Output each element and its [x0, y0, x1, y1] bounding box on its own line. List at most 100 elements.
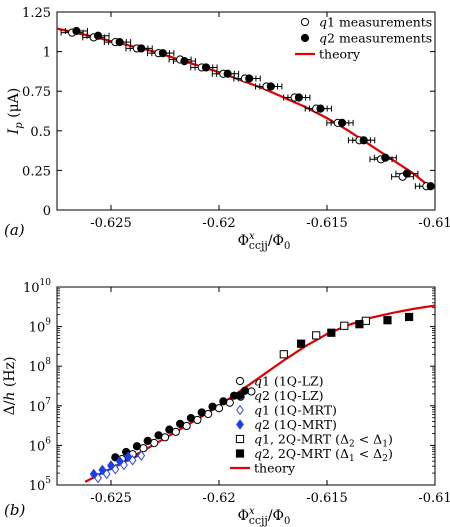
- legend-text: (1Q-MRT): [270, 403, 337, 418]
- y-axis-label: Ip (μA): [6, 88, 25, 136]
- data-point: [219, 397, 228, 406]
- y-axis-label-unit: (Hz): [2, 357, 18, 392]
- data-point: [89, 468, 98, 480]
- data-point: [186, 413, 196, 423]
- legend-entry: q2 measurements: [319, 31, 432, 46]
- data-point: [338, 118, 347, 127]
- legend-entry: q2 (1Q-LZ): [254, 388, 324, 403]
- legend-q-index: 2: [262, 417, 270, 432]
- data-point: [296, 339, 306, 348]
- data-point: [327, 328, 336, 337]
- legend-text: (1Q-LZ): [270, 388, 324, 403]
- legend-marker: [235, 376, 245, 386]
- legend-q: q: [254, 417, 262, 432]
- x-axis-label: Φx ccjj/Φ0: [238, 506, 291, 527]
- data-point: [143, 436, 152, 445]
- data-point: [279, 350, 288, 359]
- data-point: [404, 312, 414, 322]
- data-layer: [57, 27, 435, 190]
- data-point: [402, 169, 412, 178]
- x-tick-label: -0.625: [90, 216, 132, 231]
- legend-q: q: [254, 446, 262, 461]
- y-tick-label: 0.5: [30, 125, 51, 140]
- legend-text: measurements: [335, 15, 432, 30]
- x-tick-label: -0.625: [90, 491, 132, 506]
- plot-frame: [56, 11, 436, 211]
- data-point: [381, 153, 390, 162]
- y-tick-label: 105: [29, 476, 52, 494]
- legend-text: measurements: [335, 31, 432, 46]
- x-tick-label: -0.62: [202, 491, 235, 506]
- legend-text: ): [388, 432, 393, 447]
- legend-marker: [236, 404, 244, 416]
- y-tick-label: 106: [29, 436, 52, 454]
- x-tick-label: -0.62: [202, 216, 235, 231]
- data-point: [208, 402, 217, 411]
- y-tick-label: 108: [29, 357, 52, 375]
- x-axis-label-sub: ccjj: [249, 239, 268, 252]
- y-axis-label-sub: p: [14, 122, 25, 129]
- legend-q-index: 1: [327, 15, 335, 30]
- y-tick-exponent: 9: [45, 318, 51, 328]
- panel-label: (b): [4, 501, 25, 519]
- legend-entry: q2, 2Q-MRT (Δ1 < Δ2): [254, 446, 393, 464]
- legend-q: q: [254, 374, 262, 389]
- y-tick-base: 10: [23, 281, 40, 296]
- data-point: [102, 468, 111, 480]
- x-tick-label: -0.615: [306, 216, 348, 231]
- panel-label: (a): [4, 221, 25, 239]
- x-axis-label-div: /Φ: [268, 508, 284, 524]
- legend-sub: 1: [349, 454, 355, 464]
- panel-b: -0.625 -0.62 -0.615 -0.61105106107108109101…: [23, 278, 450, 506]
- legend-q-index: 2: [327, 31, 335, 46]
- series-line-theory: [57, 27, 435, 189]
- x-axis-label-sub0: 0: [284, 241, 290, 252]
- data-point: [98, 464, 107, 476]
- x-axis-label-sup: x: [249, 231, 255, 242]
- y-tick-base: 10: [29, 439, 46, 454]
- y-tick-label: 1.25: [22, 6, 51, 21]
- legend-entry: theory: [319, 47, 361, 62]
- data-point: [340, 321, 349, 330]
- legend-q: q: [319, 15, 327, 30]
- x-tick-label: -0.61: [418, 491, 450, 506]
- y-tick-exponent: 5: [45, 476, 51, 486]
- data-point: [223, 69, 232, 78]
- legend-sub: 1: [382, 440, 388, 450]
- data-point: [115, 455, 124, 467]
- x-axis-label: Φx ccjj/Φ0: [238, 231, 291, 252]
- data-point: [176, 419, 185, 428]
- data-point: [197, 408, 206, 417]
- legend-q: q: [254, 432, 262, 447]
- data-point: [132, 442, 142, 451]
- legend-entry: q2 (1Q-MRT): [254, 417, 337, 432]
- legend-q-index: 2: [262, 446, 270, 461]
- y-axis-label-unit: (μA): [6, 88, 22, 123]
- legend-marker: [236, 419, 244, 430]
- legend-text: , 2Q-MRT (: [270, 446, 340, 461]
- data-point: [240, 386, 250, 395]
- plot-frame: [56, 286, 436, 486]
- legend-delta: Δ: [340, 432, 349, 447]
- x-axis-label-sub0: 0: [284, 516, 290, 527]
- legend-delta: < Δ: [355, 432, 382, 447]
- legend-q: q: [254, 403, 262, 418]
- y-tick-label: 109: [29, 318, 52, 336]
- data-point: [154, 431, 163, 440]
- data-point: [312, 331, 321, 340]
- legend-marker: [300, 17, 310, 27]
- legend-sub: 2: [382, 454, 388, 464]
- y-tick-exponent: 8: [45, 357, 51, 367]
- data-point: [225, 398, 234, 407]
- y-tick-base: 10: [29, 479, 46, 494]
- legend-entry: q1 measurements: [319, 15, 432, 30]
- legend-marker: [300, 33, 310, 43]
- y-tick-base: 10: [29, 321, 46, 336]
- data-point: [124, 451, 133, 462]
- legend-marker: [235, 434, 245, 444]
- data-point: [266, 82, 275, 91]
- data-point: [107, 460, 115, 471]
- legend-q-index: 1: [262, 432, 270, 447]
